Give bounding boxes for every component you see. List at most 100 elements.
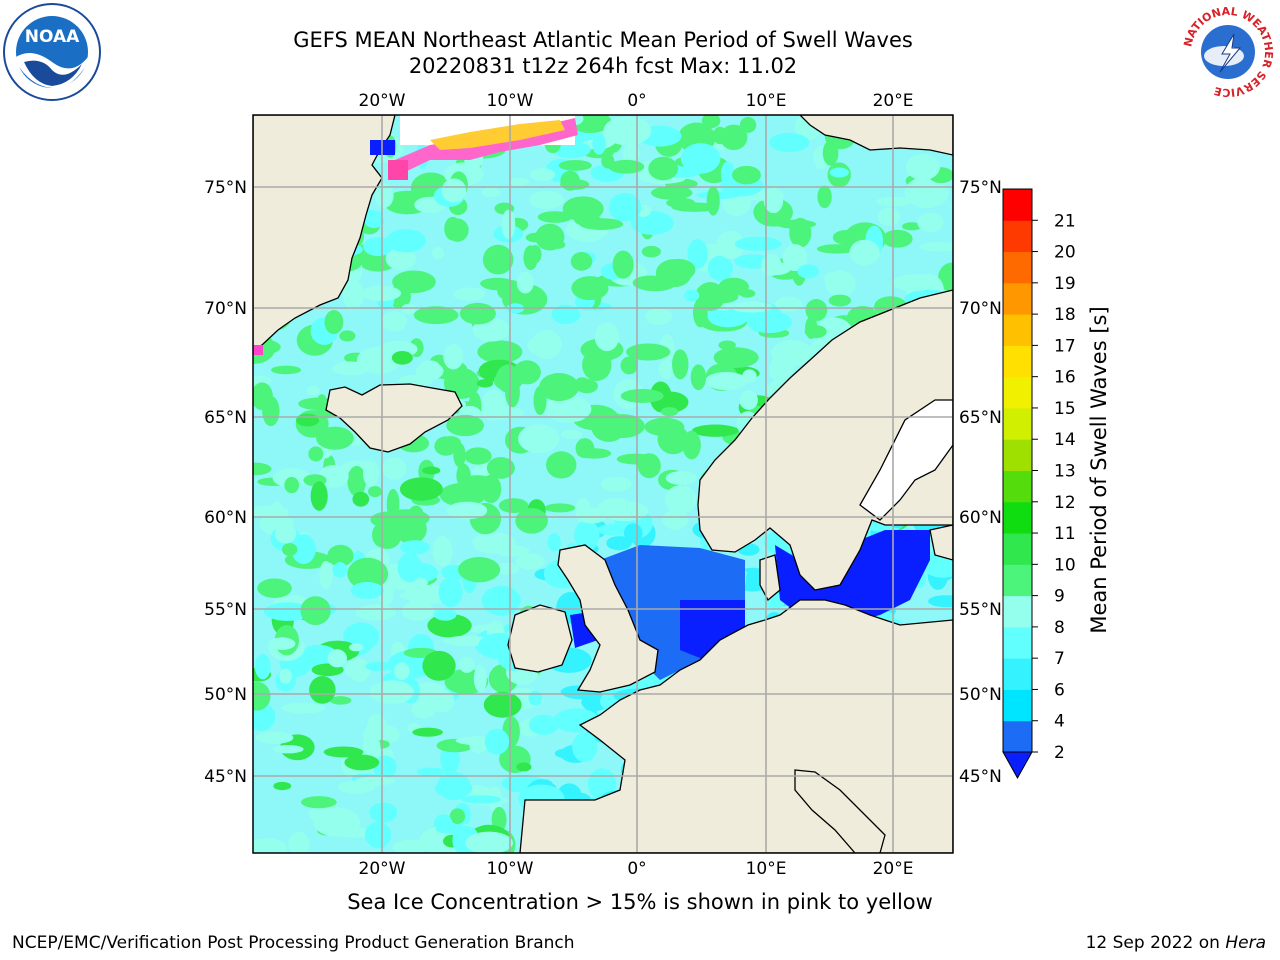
field-patch bbox=[691, 424, 739, 437]
field-patch bbox=[823, 272, 839, 285]
field-patch bbox=[362, 460, 379, 487]
field-patch bbox=[306, 385, 320, 396]
field-patch bbox=[547, 533, 561, 552]
field-patch bbox=[284, 476, 300, 494]
field-patch bbox=[554, 748, 578, 759]
field-patch bbox=[600, 476, 632, 492]
lat-label-right: 55°N bbox=[959, 600, 1002, 620]
lat-label-right: 65°N bbox=[959, 408, 1002, 428]
field-patch bbox=[817, 185, 832, 209]
colorbar-segment bbox=[1003, 251, 1032, 284]
field-patch bbox=[829, 167, 849, 178]
field-patch bbox=[592, 133, 606, 155]
field-patch bbox=[664, 485, 697, 514]
field-patch bbox=[570, 252, 593, 271]
field-patch bbox=[310, 481, 328, 511]
field-patch bbox=[272, 745, 304, 754]
colorbar-segment bbox=[1003, 314, 1032, 346]
field-patch bbox=[281, 702, 326, 714]
field-patch bbox=[739, 390, 758, 410]
colorbar-under-arrow bbox=[1002, 751, 1033, 780]
field-patch bbox=[558, 159, 592, 171]
field-patch bbox=[301, 796, 337, 809]
field-patch bbox=[620, 388, 664, 403]
field-patch bbox=[707, 255, 733, 281]
field-patch bbox=[270, 365, 302, 375]
field-patch bbox=[482, 244, 514, 275]
field-patch bbox=[300, 596, 331, 626]
field-patch bbox=[484, 728, 510, 755]
field-patch bbox=[369, 680, 415, 704]
field-patch bbox=[626, 343, 671, 361]
field-patch bbox=[620, 356, 638, 375]
field-patch bbox=[891, 274, 938, 291]
field-patch bbox=[399, 477, 443, 501]
field-patch bbox=[368, 485, 382, 498]
field-patch bbox=[446, 414, 485, 437]
land-layer bbox=[253, 115, 953, 853]
field-patch bbox=[253, 681, 271, 711]
field-patch bbox=[344, 754, 380, 771]
field-patch bbox=[486, 456, 515, 479]
field-patch bbox=[797, 264, 820, 279]
field-patch bbox=[650, 185, 693, 200]
field-patch bbox=[422, 466, 441, 475]
field-patch bbox=[481, 585, 521, 616]
colorbar-segment bbox=[1003, 189, 1032, 221]
field-patch bbox=[327, 649, 347, 668]
lon-label-bottom: 20°E bbox=[873, 859, 914, 879]
field-patch bbox=[682, 430, 701, 460]
lat-label-left: 45°N bbox=[204, 767, 247, 787]
field-patch bbox=[576, 507, 608, 524]
field-patch bbox=[432, 246, 445, 260]
field-patch bbox=[672, 349, 689, 380]
field-patch bbox=[465, 831, 513, 853]
field-patch bbox=[661, 258, 696, 281]
field-patch bbox=[430, 688, 455, 713]
colorbar-tick-label: 18 bbox=[1054, 305, 1076, 325]
field-patch bbox=[349, 643, 364, 652]
field-patch bbox=[452, 287, 486, 301]
field-patch bbox=[763, 187, 784, 214]
noaa-logo: NOAA bbox=[3, 3, 101, 101]
field-patch bbox=[268, 637, 296, 650]
field-patch bbox=[481, 187, 501, 198]
field-patch bbox=[355, 776, 396, 786]
field-patch bbox=[253, 838, 287, 853]
lat-label-right: 75°N bbox=[959, 178, 1002, 198]
field-patch bbox=[342, 279, 365, 309]
field-patch bbox=[348, 657, 363, 681]
field-patch bbox=[382, 457, 407, 480]
field-patch bbox=[782, 244, 808, 272]
field-patch bbox=[515, 553, 545, 570]
field-patch bbox=[789, 217, 812, 248]
field-patch bbox=[494, 562, 520, 575]
footer-date-text: 12 Sep 2022 on bbox=[1085, 933, 1226, 953]
iceland bbox=[325, 383, 463, 453]
chart-title: GEFS MEAN Northeast Atlantic Mean Period… bbox=[293, 28, 913, 52]
field-patch bbox=[498, 498, 529, 514]
field-patch bbox=[364, 821, 392, 849]
field-patch bbox=[713, 347, 759, 368]
field-patch bbox=[516, 762, 532, 772]
colorbar-tick-label: 20 bbox=[1054, 243, 1076, 263]
field-patch bbox=[495, 364, 521, 393]
field-patch bbox=[515, 508, 548, 534]
field-patch bbox=[467, 786, 496, 798]
field-patch bbox=[720, 161, 735, 187]
continental-europe bbox=[519, 599, 953, 853]
map-frame bbox=[252, 114, 954, 854]
lon-label-bottom: 20°W bbox=[359, 859, 406, 879]
field-patch bbox=[434, 778, 473, 799]
lon-label-top: 0° bbox=[627, 91, 646, 111]
field-patch bbox=[397, 552, 422, 583]
field-patch bbox=[323, 746, 364, 758]
field-patch bbox=[309, 676, 336, 704]
field-patch bbox=[315, 394, 329, 422]
colorbar-segment bbox=[1003, 407, 1032, 440]
field-patch bbox=[263, 602, 312, 621]
field-patch bbox=[572, 732, 598, 762]
field-patch bbox=[255, 731, 294, 744]
field-patch bbox=[329, 696, 352, 705]
